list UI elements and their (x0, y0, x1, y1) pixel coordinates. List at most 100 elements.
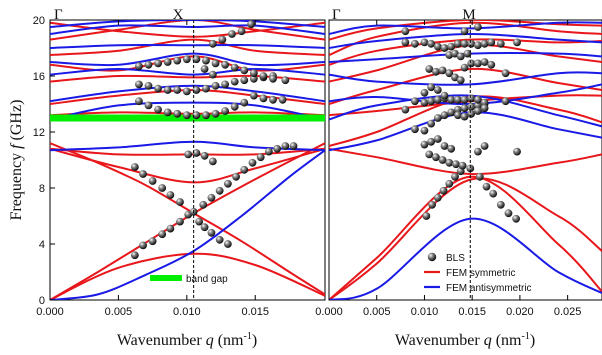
right-bls-point-89 (474, 23, 482, 31)
left-x-tick-label-0: 0.000 (36, 306, 64, 318)
left-bls-point-39 (173, 109, 182, 118)
right-bls-point-5 (451, 172, 459, 181)
left-bls-point-45 (230, 102, 239, 111)
left-bls-point-43 (211, 109, 220, 118)
m-point-label: M (462, 7, 475, 23)
right-bls-point-24 (447, 144, 456, 153)
x-axis-label-right: Wavenumber q (nm-1) (395, 331, 535, 349)
left-bls-point-75 (259, 72, 268, 80)
left-fem-antisymmetric-line-5 (50, 52, 325, 67)
left-bls-point-11 (215, 235, 224, 244)
right-bls-point-39 (427, 97, 436, 106)
left-bls-point-50 (163, 86, 172, 94)
y-tick-label-1: 4 (39, 239, 45, 251)
right-bls-point-35 (467, 102, 476, 111)
left-bls-point-38 (163, 108, 172, 117)
right-bls-point-9 (482, 182, 491, 191)
right-bls-point-46 (474, 95, 482, 104)
left-bls-point-27 (148, 177, 157, 185)
left-bls-point-29 (166, 191, 175, 199)
left-bls-point-2 (148, 237, 157, 246)
right-bls-point-92 (411, 125, 419, 134)
right-fem-antisymmetric-line-6 (329, 32, 602, 49)
right-bls-point-4 (445, 179, 454, 188)
gamma-label-right: Γ (332, 7, 341, 23)
y-tick-label-5: 20 (33, 15, 45, 27)
band-gap-legend-swatch (150, 275, 182, 281)
left-bls-point-28 (158, 184, 167, 192)
left-bls-point-58 (240, 76, 249, 85)
right-bls-point-55 (474, 107, 482, 115)
left-bls-point-3 (158, 230, 167, 239)
right-x-tick-label-4: 0.020 (506, 306, 534, 318)
right-bls-point-49 (427, 83, 436, 92)
right-bls-point-64 (480, 58, 489, 66)
left-bls-point-17 (232, 172, 240, 181)
right-bls-point-77 (440, 44, 449, 52)
right-bls-point-67 (456, 76, 465, 85)
left-bls-point-34 (208, 157, 217, 166)
left-bls-point-19 (248, 158, 257, 167)
right-bls-point-44 (460, 95, 469, 104)
right-bls-point-73 (411, 39, 419, 48)
right-x-tick-label-3: 0.015 (458, 306, 486, 318)
right-bls-point-93 (501, 69, 510, 78)
right-bls-point-12 (504, 209, 513, 218)
right-bls-point-76 (433, 42, 442, 51)
left-bls-point-69 (202, 56, 210, 65)
left-bls-point-1 (139, 241, 147, 250)
right-bls-point-30 (433, 114, 442, 122)
y-tick-label-2: 8 (39, 183, 45, 195)
right-bls-point-90 (401, 105, 410, 114)
left-bls-point-18 (240, 165, 249, 174)
left-bls-point-49 (154, 84, 162, 93)
right-bls-point-13 (512, 214, 520, 223)
right-fem-antisymmetric-line-4 (329, 71, 602, 86)
legend-bls-marker (427, 252, 437, 262)
right-bls-point-32 (447, 108, 456, 117)
left-bls-point-86 (259, 94, 268, 103)
right-bls-point-80 (460, 39, 469, 48)
left-bls-point-88 (278, 95, 287, 104)
legend-symmetric-label: FEM symmetric (446, 268, 515, 279)
left-bls-point-80 (228, 30, 236, 38)
left-bls-point-59 (249, 74, 258, 83)
right-bls-point-58 (432, 67, 440, 76)
left-bls-point-35 (135, 97, 143, 106)
y-axis-label: Frequency f (GHz) (8, 100, 25, 221)
right-bls-point-7 (466, 164, 475, 173)
left-bls-point-9 (200, 223, 209, 232)
right-bls-point-56 (480, 104, 489, 113)
left-bls-point-12 (223, 240, 232, 248)
left-bls-point-8 (195, 217, 204, 226)
left-bls-point-55 (211, 81, 220, 90)
left-bls-point-15 (215, 186, 224, 195)
right-bls-point-85 (496, 39, 505, 48)
right-fem-antisymmetric-line-0 (329, 217, 602, 300)
right-bls-point-1 (428, 200, 436, 209)
right-x-tick-label-2: 0.010 (411, 306, 439, 318)
right-bls-point-3 (439, 186, 448, 195)
y-tick-label-3: 12 (33, 127, 45, 139)
left-bls-point-74 (249, 69, 258, 78)
legend-bls-label: BLS (446, 253, 465, 264)
left-bls-point-24 (289, 142, 298, 150)
left-bls-point-79 (218, 35, 227, 44)
right-fem-symmetric-line-0 (329, 175, 602, 300)
right-bls-point-81 (467, 39, 476, 48)
left-bls-point-54 (202, 84, 210, 93)
right-band-lines (329, 20, 602, 300)
right-bls-point-17 (445, 158, 454, 167)
right-bls-point-28 (420, 126, 429, 135)
left-bls-point-63 (144, 60, 153, 69)
right-bls-point-78 (447, 42, 456, 51)
left-bls-point-70 (211, 59, 220, 68)
right-bls-point-84 (487, 38, 496, 47)
right-bls-point-74 (420, 38, 429, 47)
right-fem-antisymmetric-line-7 (329, 21, 602, 35)
left-bls-point-77 (281, 76, 290, 85)
right-bls-point-47 (480, 98, 489, 107)
left-bls-point-25 (130, 163, 139, 171)
right-bls-point-38 (420, 98, 429, 107)
